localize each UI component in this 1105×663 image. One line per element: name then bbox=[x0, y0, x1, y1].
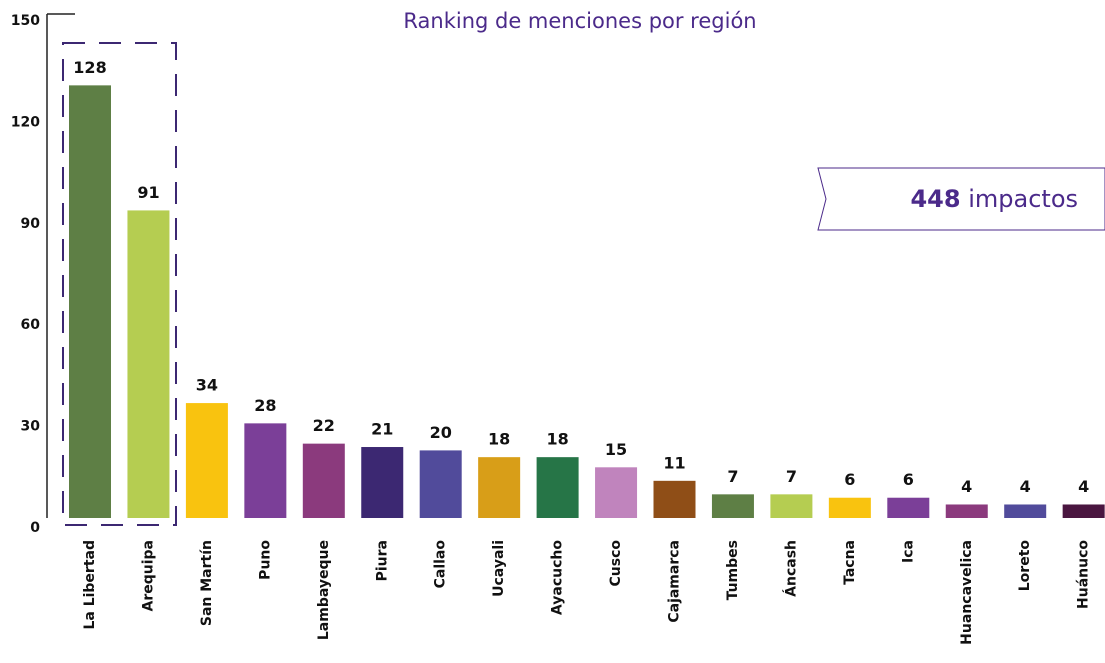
value-label: 18 bbox=[488, 430, 510, 449]
bar bbox=[770, 494, 813, 518]
highlight-box bbox=[62, 42, 177, 526]
value-label: 4 bbox=[961, 477, 972, 496]
y-tick-label: 60 bbox=[21, 317, 41, 333]
bar bbox=[653, 480, 696, 518]
bar bbox=[478, 457, 521, 518]
y-tick-label: 30 bbox=[21, 419, 41, 435]
x-tick-label: Ucayali bbox=[491, 540, 507, 597]
x-tick-label: Tumbes bbox=[725, 540, 741, 600]
bar bbox=[828, 497, 871, 518]
x-tick-label: Ayacucho bbox=[550, 540, 566, 615]
value-label: 4 bbox=[1078, 477, 1089, 496]
y-tick-label: 90 bbox=[21, 216, 41, 232]
x-tick-label: La Libertad bbox=[82, 540, 98, 630]
callout bbox=[817, 167, 1105, 231]
y-tick-label: 150 bbox=[11, 13, 40, 29]
value-label: 91 bbox=[137, 183, 159, 202]
value-label: 128 bbox=[73, 58, 106, 77]
bar bbox=[185, 403, 228, 518]
bar bbox=[244, 423, 287, 518]
bar bbox=[69, 85, 111, 519]
y-tick-label: 0 bbox=[30, 520, 40, 536]
x-tick-label: Lambayeque bbox=[316, 540, 332, 640]
value-label: 6 bbox=[903, 470, 914, 489]
total-text: impactos bbox=[968, 185, 1078, 213]
x-tick-label: Huánuco bbox=[1076, 540, 1092, 609]
value-label: 20 bbox=[430, 423, 452, 442]
x-tick-label: San Martín bbox=[199, 540, 215, 626]
bar bbox=[419, 450, 462, 518]
value-label: 21 bbox=[371, 420, 393, 439]
bar bbox=[127, 210, 170, 519]
value-label: 18 bbox=[546, 430, 568, 449]
bar bbox=[711, 494, 754, 518]
value-label: 22 bbox=[313, 416, 335, 435]
total: 448 bbox=[910, 185, 960, 213]
value-label: 7 bbox=[727, 467, 738, 486]
x-tick-label: Cusco bbox=[608, 540, 624, 587]
x-tick-label: Tacna bbox=[842, 540, 858, 585]
x-tick-label: Piura bbox=[374, 540, 390, 581]
bar bbox=[361, 447, 404, 518]
x-tick-label: Ica bbox=[900, 540, 916, 563]
value-label: 4 bbox=[1020, 477, 1031, 496]
x-tick-label: Callao bbox=[433, 540, 449, 589]
bar bbox=[887, 497, 930, 518]
bar bbox=[595, 467, 638, 518]
value-label: 28 bbox=[254, 396, 276, 415]
value-label: 7 bbox=[786, 467, 797, 486]
bar bbox=[536, 457, 579, 518]
x-tick-label: Áncash bbox=[782, 540, 799, 597]
y-tick-label: 120 bbox=[11, 114, 40, 130]
value-label: 11 bbox=[663, 453, 685, 472]
bar bbox=[1004, 504, 1047, 518]
x-tick-label: Huancavelica bbox=[959, 540, 975, 645]
callout-text: 448 impactos bbox=[910, 185, 1078, 213]
value-label: 15 bbox=[605, 440, 627, 459]
x-tick-label: Cajamarca bbox=[667, 540, 683, 623]
bar bbox=[302, 443, 345, 518]
value-label: 34 bbox=[196, 376, 218, 395]
bar bbox=[945, 504, 988, 518]
x-tick-label: Puno bbox=[257, 540, 273, 580]
bar bbox=[1062, 504, 1105, 518]
chart-title: Ranking de menciones por región bbox=[403, 9, 756, 33]
x-tick-label: Loreto bbox=[1017, 540, 1033, 592]
value-label: 6 bbox=[844, 470, 855, 489]
x-tick-label: Arequipa bbox=[140, 540, 156, 612]
